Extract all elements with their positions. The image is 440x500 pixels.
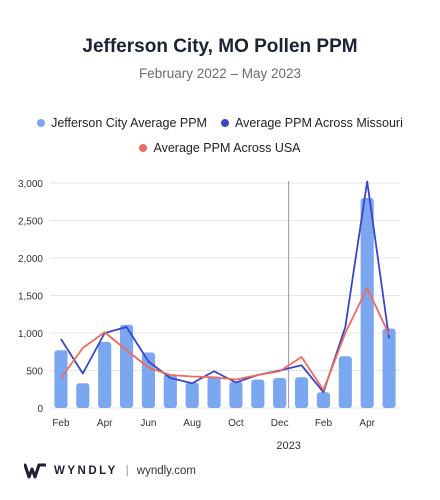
footer: WYNDLY | wyndly.com [24, 463, 196, 479]
y-tick-label: 1,500 [18, 292, 43, 303]
bar [185, 382, 199, 408]
legend-item-missouri: Average PPM Across Missouri [220, 116, 403, 130]
bar [360, 198, 374, 408]
year-annotation: 2023 [276, 440, 300, 452]
bar [338, 356, 352, 408]
legend-swatch-usa [139, 144, 148, 152]
bar [316, 392, 330, 408]
x-tick-label: Oct [228, 418, 244, 429]
x-tick-label: Feb [52, 418, 70, 429]
bar [382, 328, 396, 408]
bar [207, 376, 221, 408]
x-tick-label: Jun [140, 418, 156, 429]
legend-swatch-jefferson [37, 119, 46, 127]
bar [141, 352, 155, 408]
chart-subtitle: February 2022 – May 2023 [138, 66, 302, 81]
y-tick-label: 0 [37, 404, 43, 415]
footer-brand: WYNDLY [54, 465, 118, 477]
y-tick-label: 500 [26, 367, 43, 378]
bar [163, 374, 177, 408]
legend-label-usa: Average PPM Across USA [153, 141, 301, 155]
bar [98, 342, 112, 408]
legend-label-missouri: Average PPM Across Missouri [234, 116, 403, 130]
wyndly-logo-icon [24, 463, 46, 479]
x-tick-label: Aug [183, 418, 201, 429]
footer-separator: | [125, 465, 129, 477]
y-tick-label: 2,500 [18, 217, 43, 228]
footer-site-link[interactable]: wyndly.com [136, 465, 196, 477]
chart-title: Jefferson City, MO Pollen PPM [82, 36, 358, 57]
legend-row-2: Average PPM Across USA [0, 141, 440, 155]
bar [76, 383, 90, 408]
x-tick-label: Feb [315, 418, 333, 429]
bar [54, 350, 68, 408]
legend-swatch-missouri [220, 119, 229, 127]
bar [251, 379, 265, 408]
bar [120, 324, 134, 408]
legend-item-usa: Average PPM Across USA [139, 141, 301, 155]
x-tick-label: Dec [271, 418, 289, 429]
y-tick-label: 3,000 [18, 179, 43, 190]
x-tick-label: Apr [97, 418, 113, 429]
x-tick-label: Apr [359, 418, 375, 429]
y-tick-label: 1,000 [18, 329, 43, 340]
legend-label-jefferson: Jefferson City Average PPM [51, 116, 207, 130]
series-line [60, 287, 390, 391]
bar [295, 377, 309, 408]
bar [229, 381, 243, 408]
legend-row-1: Jefferson City Average PPM Average PPM A… [0, 116, 440, 130]
y-tick-label: 2,000 [18, 254, 43, 265]
bar [273, 378, 287, 408]
legend-item-jefferson: Jefferson City Average PPM [37, 116, 207, 130]
